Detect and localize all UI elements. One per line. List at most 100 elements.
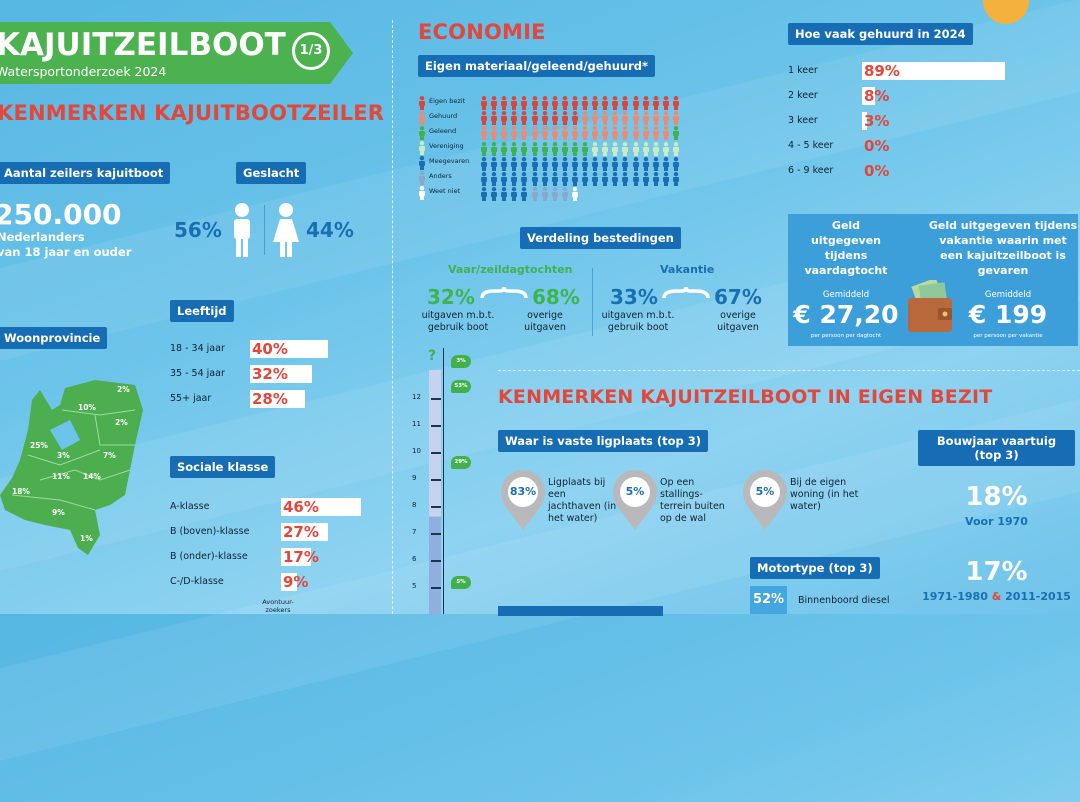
pictogram-person [521, 111, 528, 126]
ruler-tick-label: 10 [412, 447, 421, 455]
pictogram-person [632, 96, 639, 110]
pictogram-person [642, 172, 649, 186]
sociale-klasse-label: Sociale klasse [170, 456, 276, 478]
location-pin-icon [613, 470, 657, 530]
pictogram-person [521, 141, 528, 156]
pictogram-person [632, 141, 639, 156]
ligplaats-text: Op een stallings-terrein buiten op de wa… [660, 477, 725, 524]
row-value: 28% [252, 390, 288, 408]
pictogram-person [592, 156, 599, 171]
page-indicator: 1/3 [292, 32, 330, 70]
pictogram-person [672, 141, 679, 156]
pictogram-person [491, 126, 498, 141]
map-region-label: 3% [57, 451, 70, 460]
section-title-economie: ECONOMIE [418, 20, 546, 44]
pictogram-person [491, 156, 498, 171]
pictogram-person [501, 96, 508, 110]
pictogram-person [642, 156, 649, 171]
pictogram-person [561, 126, 568, 141]
ligplaats-value: 5% [625, 485, 645, 498]
legend-label: Meegevaren [429, 157, 470, 165]
pictogram-person [632, 172, 639, 186]
motor-value: 52% [750, 586, 787, 614]
pictogram-person [602, 111, 609, 126]
pictogram-person [612, 96, 619, 110]
dag-boot-caption: uitgaven m.b.t. gebruik boot [421, 310, 495, 333]
pictogram-person [582, 111, 588, 126]
map-region-label: 9% [52, 508, 65, 517]
motor-text: Binnenboord diesel [798, 595, 890, 606]
pictogram-person [622, 141, 629, 156]
economie-divider [592, 268, 593, 336]
pictogram-person [632, 126, 639, 141]
person-icon [419, 141, 425, 155]
pictogram-person [672, 126, 679, 141]
pictogram-person [481, 111, 487, 126]
pictogram-person [531, 141, 538, 156]
ruler-tick [431, 425, 441, 427]
pictogram-person [521, 96, 528, 110]
person-icon [419, 111, 425, 125]
pictogram-person [531, 172, 538, 186]
bouwjaar-label: Bouwjaar vaartuig (top 3) [918, 430, 1075, 466]
ruler-tick [431, 533, 441, 535]
pictogram-person [672, 156, 679, 171]
person-icon [419, 156, 425, 170]
bar-fill [250, 365, 313, 383]
bar-fill [281, 573, 297, 591]
dag-overig-caption: overige uitgaven [524, 310, 566, 333]
row-label: 4 - 5 keer [788, 140, 834, 151]
pictogram-person [551, 172, 558, 186]
pictogram-person [652, 126, 659, 141]
ligplaats-value: 5% [755, 485, 775, 498]
row-label: 55+ jaar [170, 393, 212, 404]
pictogram-person [541, 141, 548, 156]
aantal-line1: Nederlanders [0, 230, 85, 244]
pictogram-person [592, 96, 599, 110]
pictogram-person [531, 126, 538, 141]
pictogram-person [511, 96, 518, 110]
pictogram-person [511, 187, 518, 202]
woonprovincie-label: Woonprovincie [0, 327, 108, 349]
netherlands-map [0, 380, 143, 555]
ruler-tick-label: 11 [412, 420, 421, 428]
pictogram-person [531, 187, 538, 202]
ligplaats-value: 83% [509, 485, 537, 498]
pictogram-person [582, 141, 588, 156]
ruler-axis [443, 348, 444, 614]
avontuurzoekers-note: Avontuur-zoekers [262, 598, 294, 614]
pictogram-person [521, 187, 528, 202]
row-value: 40% [252, 340, 288, 358]
pictogram-person [672, 111, 679, 126]
geld-dag-title: Geld uitgegeven tijdens vaardagtocht [804, 219, 888, 277]
row-value: 32% [252, 365, 288, 383]
pictogram-person [511, 111, 518, 126]
row-value: 27% [283, 523, 319, 541]
map-region-label: 11% [52, 472, 70, 481]
row-value: 3% [864, 112, 890, 130]
pictogram-person [551, 141, 558, 156]
pictogram-person [632, 156, 639, 171]
pictogram-person [622, 111, 629, 126]
ruler-bubble: 53% [451, 380, 471, 393]
legend-label: Weet niet [429, 187, 461, 195]
row-label: B (boven)-klasse [170, 526, 250, 537]
pictogram-person [541, 187, 548, 202]
aantal-line2: van 18 jaar en ouder [0, 245, 132, 259]
leeftijd-label: Leeftijd [170, 300, 234, 322]
pictogram-person [662, 111, 669, 126]
legend-label: Vereniging [429, 142, 464, 150]
pictogram-person [652, 111, 659, 126]
pictogram-person [571, 172, 578, 186]
brace-icon [662, 286, 710, 299]
section-title-eigen-bezit: KENMERKEN KAJUITZEILBOOT IN EIGEN BEZIT [498, 386, 993, 408]
geld-dag-sub: per persoon per dagtocht [810, 333, 882, 339]
ligplaats-text: Ligplaats bij een jachthaven (in het wat… [548, 477, 617, 524]
legend-label: Geleend [429, 127, 457, 135]
pictogram-person [541, 172, 548, 186]
ruler-tick-label: 12 [412, 393, 421, 401]
vak-boot-caption: uitgaven m.b.t. gebruik boot [601, 310, 675, 333]
map-region-label: 25% [30, 441, 48, 450]
dagtochten-title: Vaar/zeildagtochten [448, 263, 573, 276]
pictogram-person [501, 187, 508, 202]
